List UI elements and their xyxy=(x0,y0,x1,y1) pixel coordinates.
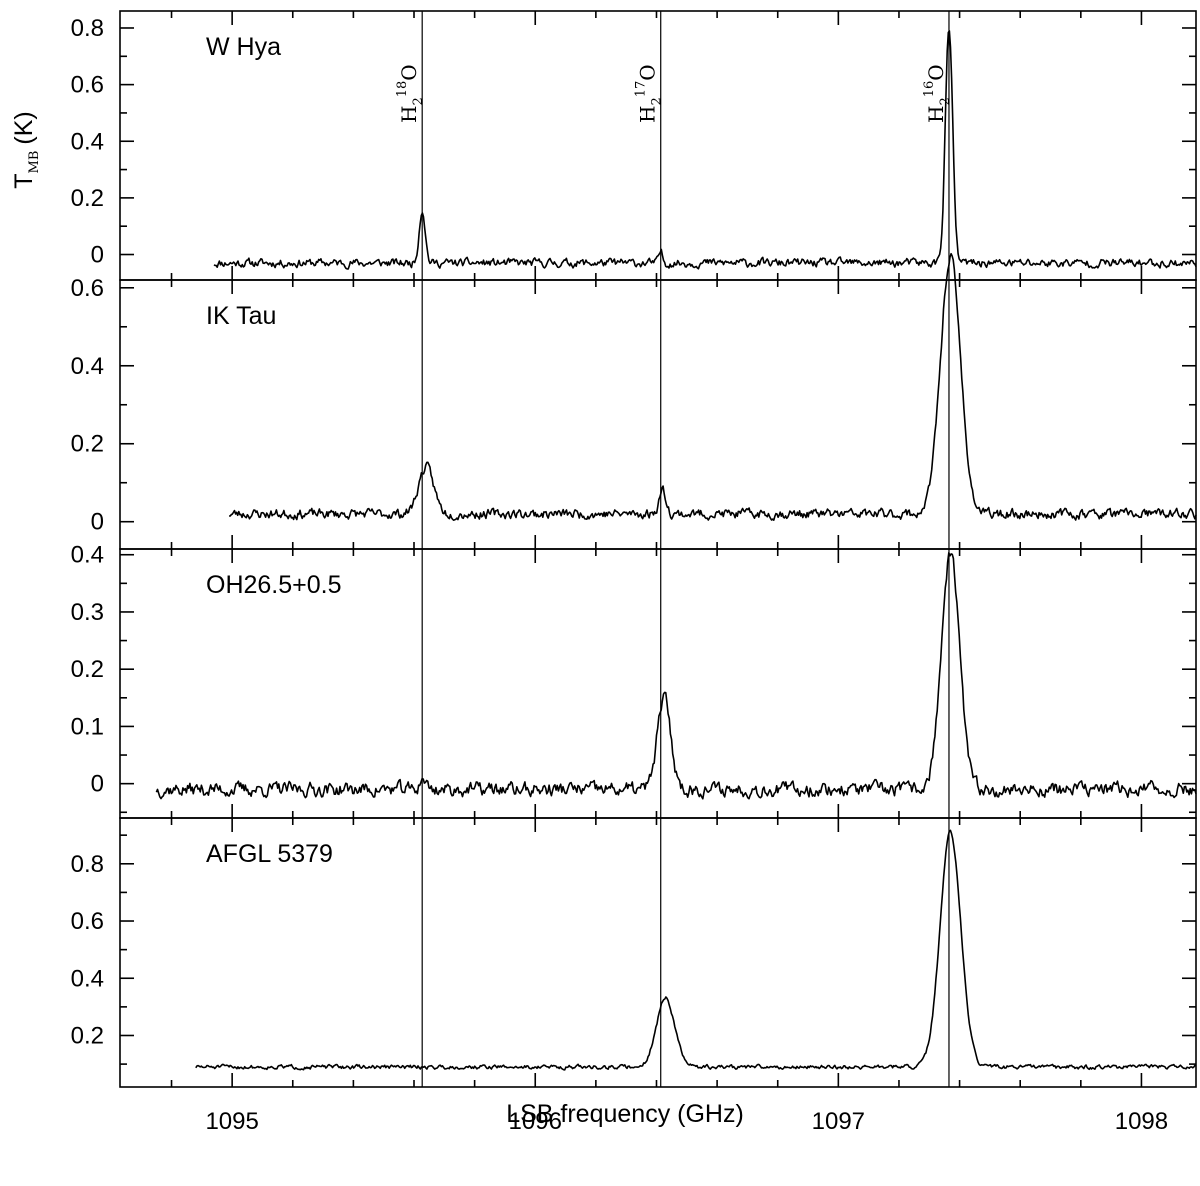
line-label-main: H xyxy=(924,106,948,123)
panel-2: 0 0.1 0.2 0.3 0.4 OH26.5+0.5 xyxy=(71,542,1197,819)
y-tick-label: 0.4 xyxy=(71,128,104,155)
line-label-main: H xyxy=(636,106,660,123)
panel-1: 0 0.2 0.4 0.6 IK Tau xyxy=(71,252,1197,550)
x-axis-title: LSB frequency (GHz) xyxy=(506,1100,744,1128)
panels-group: 00.20.40.60.8W HyaH218OH217OH216O00.20.4… xyxy=(71,10,1197,1088)
spectrum-line-2 xyxy=(155,551,1197,800)
y-tick-label: 0.2 xyxy=(71,1022,104,1049)
y-tick-label: 0.4 xyxy=(71,542,104,569)
y-axis-title-unit: (K) xyxy=(10,111,38,144)
spectrum-line-1 xyxy=(229,252,1197,522)
line-label-superscript: 17 xyxy=(634,81,649,98)
line-label-superscript: 18 xyxy=(395,81,410,98)
panel-title: W Hya xyxy=(206,33,281,61)
line-label-0: H218O xyxy=(395,64,426,123)
y-tick-label: 0.4 xyxy=(71,353,104,380)
x-tick-label: 1096 xyxy=(509,1108,562,1135)
y-tick-label: 0.6 xyxy=(71,908,104,935)
y-tick-label: 0.6 xyxy=(71,275,104,302)
y-tick-label: 0.6 xyxy=(71,72,104,99)
y-tick-label: 0.8 xyxy=(71,851,104,878)
y-tick-label: 0 xyxy=(91,242,104,269)
line-label-2: H216O xyxy=(922,64,953,123)
line-label-subscript: 2 xyxy=(650,97,665,105)
line-label-tail: O xyxy=(397,64,421,80)
line-label-subscript: 2 xyxy=(411,97,426,105)
line-label-main: H xyxy=(397,106,421,123)
y-axis-title-main: T xyxy=(10,173,38,188)
x-axis: 1095 1096 1097 1098 xyxy=(205,1108,1168,1135)
y-tick-label: 0.4 xyxy=(71,965,104,992)
svg-text:TMB(K): TMB (K) xyxy=(10,111,42,188)
y-tick-label: 0.2 xyxy=(71,185,104,212)
panel-title: IK Tau xyxy=(206,302,276,330)
line-label-1: H217O xyxy=(634,64,665,123)
panel-title: OH26.5+0.5 xyxy=(206,571,342,599)
panel-title: AFGL 5379 xyxy=(206,840,333,868)
line-label-tail: O xyxy=(924,64,948,80)
spectrum-line-3 xyxy=(195,829,1197,1071)
x-tick-label: 1095 xyxy=(205,1108,258,1135)
y-tick-label: 0 xyxy=(91,771,104,798)
line-label-tail: O xyxy=(636,64,660,80)
y-axis-title: TMB (K) xyxy=(10,111,42,188)
x-tick-label: 1098 xyxy=(1115,1108,1168,1135)
line-label-superscript: 16 xyxy=(922,81,937,98)
panel-frame xyxy=(119,10,1197,281)
panel-frame xyxy=(119,817,1197,1088)
y-tick-label: 0.8 xyxy=(71,15,104,42)
y-axis-title-sub: MB xyxy=(27,151,42,174)
y-tick-label: 0.3 xyxy=(71,599,104,626)
spectrum-line-0 xyxy=(213,30,1197,270)
x-tick-label: 1097 xyxy=(812,1108,865,1135)
y-tick-label: 0.2 xyxy=(71,656,104,683)
y-tick-label: 0.2 xyxy=(71,431,104,458)
panel-3: 0.2 0.4 0.6 0.8 AFGL 5379 xyxy=(71,817,1197,1088)
line-label-subscript: 2 xyxy=(938,97,953,105)
y-tick-label: 0 xyxy=(91,509,104,536)
y-tick-label: 0.1 xyxy=(71,713,104,740)
